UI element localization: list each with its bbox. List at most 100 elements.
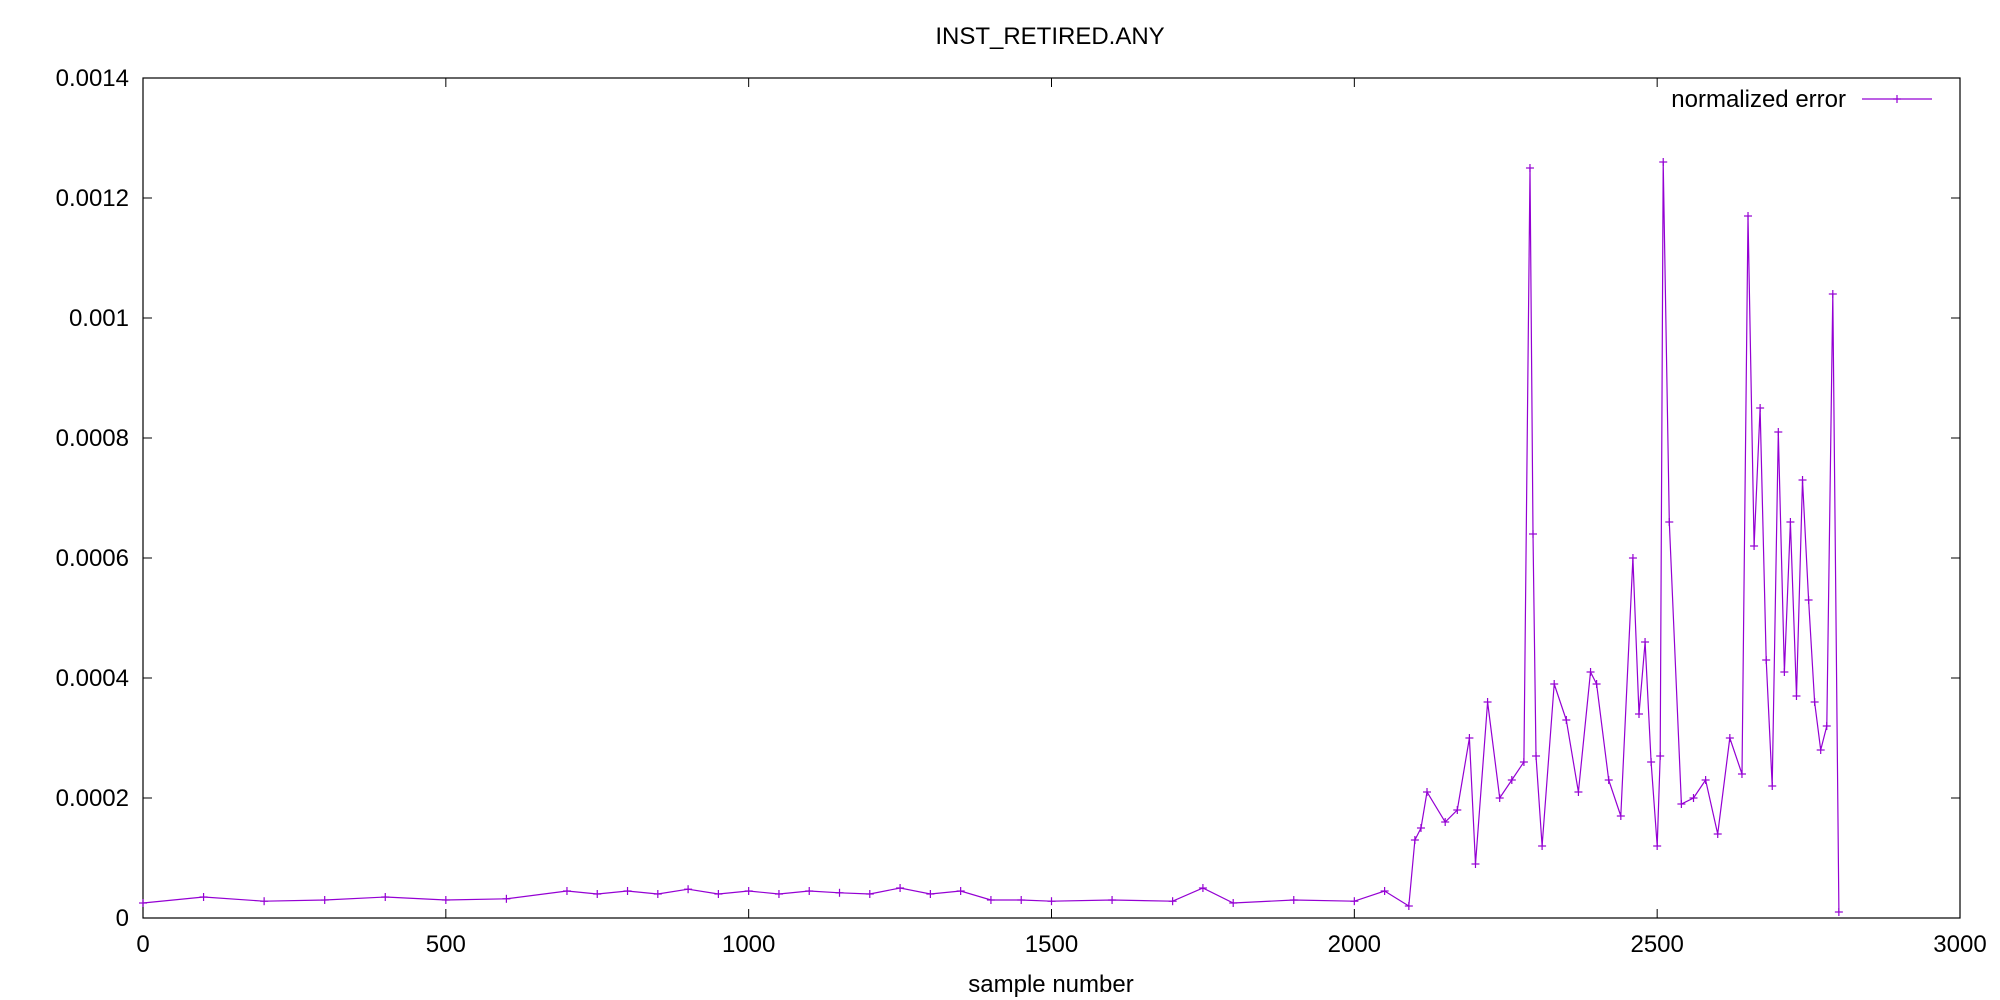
- y-tick-label: 0.0008: [56, 425, 129, 452]
- data-point: [1737, 770, 1746, 778]
- data-point: [1634, 710, 1643, 718]
- x-tick-label: 1500: [1025, 931, 1078, 958]
- data-point: [1453, 806, 1462, 814]
- data-point: [1756, 404, 1765, 412]
- data-point: [1659, 158, 1668, 166]
- y-tick-label: 0.0004: [56, 665, 129, 692]
- series-line: [142, 161, 1840, 913]
- data-point: [139, 899, 147, 907]
- data-point: [1495, 794, 1504, 802]
- data-point: [1289, 896, 1298, 904]
- data-point: [1519, 758, 1528, 766]
- data-point: [1750, 542, 1759, 550]
- data-point: [1586, 668, 1595, 676]
- data-point: [1471, 860, 1480, 868]
- data-point: [1529, 530, 1538, 538]
- data-point: [1656, 752, 1665, 760]
- data-point: [1616, 812, 1625, 820]
- y-tick-label: 0: [116, 905, 129, 932]
- data-point: [1574, 788, 1583, 796]
- data-point: [1780, 668, 1789, 676]
- data-point: [1744, 212, 1753, 220]
- data-point: [1047, 897, 1056, 906]
- data-point: [1828, 290, 1837, 298]
- data-point: [1786, 518, 1795, 526]
- data-point: [260, 897, 269, 906]
- data-point: [1810, 698, 1819, 706]
- data-point: [805, 887, 814, 895]
- chart-title: INST_RETIRED.ANY: [935, 23, 1164, 50]
- data-point: [835, 888, 844, 897]
- data-point: [623, 887, 632, 895]
- y-tick-label: 0.0006: [56, 545, 129, 572]
- x-tick-label: 1000: [722, 931, 775, 958]
- y-tick-label: 0.0002: [56, 785, 129, 812]
- data-point: [1701, 776, 1710, 784]
- legend: normalized error: [1671, 86, 1932, 113]
- data-point: [865, 890, 874, 898]
- data-point: [1677, 800, 1686, 808]
- data-point: [1410, 836, 1419, 844]
- x-axis: 0 500 1000 1500 2000 2500 3000: [136, 78, 1987, 958]
- data-point: [774, 890, 783, 898]
- data-point: [1465, 734, 1474, 742]
- x-tick-label: 2500: [1630, 931, 1683, 958]
- data-point: [562, 887, 571, 895]
- x-tick-label: 500: [426, 931, 466, 958]
- data-point: [1507, 776, 1516, 784]
- data-point: [1525, 164, 1534, 172]
- data-point: [1665, 518, 1674, 526]
- data-point: [896, 884, 905, 892]
- data-point: [1198, 884, 1207, 892]
- data-point: [199, 893, 208, 901]
- data-point: [1725, 734, 1734, 742]
- data-point: [956, 887, 965, 895]
- data-point: [926, 890, 935, 898]
- data-point: [1550, 680, 1559, 688]
- data-point: [320, 896, 329, 904]
- data-point: [1416, 824, 1425, 832]
- plot-frame: [142, 77, 1961, 919]
- data-point: [1441, 818, 1450, 826]
- data-point: [1483, 698, 1492, 706]
- data-point: [1168, 897, 1177, 906]
- data-point: [1768, 782, 1777, 790]
- data-point: [1774, 428, 1783, 436]
- data-point: [593, 890, 602, 898]
- series-layer: [139, 158, 1843, 916]
- data-point: [1713, 830, 1722, 838]
- data-point: [1822, 722, 1831, 730]
- data-point: [1229, 899, 1238, 907]
- data-point: [1350, 897, 1359, 906]
- data-point: [1538, 842, 1547, 850]
- data-point: [1380, 887, 1389, 895]
- data-point: [1562, 716, 1571, 724]
- data-point: [1017, 896, 1026, 904]
- data-point: [1816, 746, 1825, 754]
- data-point: [684, 885, 693, 894]
- x-tick-label: 2000: [1328, 931, 1381, 958]
- data-point: [381, 893, 390, 901]
- data-point: [714, 890, 723, 898]
- x-axis-label: sample number: [968, 971, 1133, 998]
- data-point: [1604, 776, 1613, 784]
- x-tick-label: 3000: [1933, 931, 1986, 958]
- data-point: [1628, 554, 1637, 562]
- y-tick-label: 0.001: [69, 305, 129, 332]
- data-point: [653, 890, 662, 898]
- y-axis: 0 0.0002 0.0004 0.0006 0.0008 0.001 0.0012 0.00…: [56, 65, 1960, 932]
- legend-marker: [1893, 95, 1901, 103]
- data-point: [1404, 902, 1413, 910]
- data-point: [744, 887, 753, 895]
- y-tick-label: 0.0014: [56, 65, 129, 92]
- legend-label: normalized error: [1671, 86, 1846, 113]
- data-point: [986, 896, 995, 904]
- data-point: [1804, 596, 1813, 604]
- y-tick-label: 0.0012: [56, 185, 129, 212]
- data-point: [441, 896, 450, 904]
- data-point: [1762, 656, 1771, 664]
- data-point: [502, 894, 511, 903]
- data-point: [1641, 638, 1650, 646]
- data-point: [1653, 842, 1662, 850]
